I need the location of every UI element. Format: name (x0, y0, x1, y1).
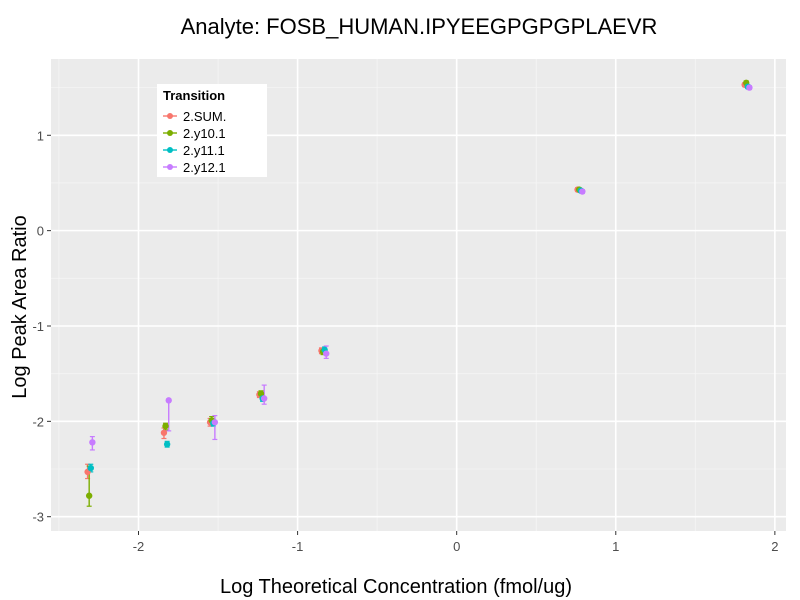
minor-gridlines (51, 59, 786, 531)
legend-key-point (167, 164, 173, 170)
legend: Transition 2.SUM. 2.y10.1 2.y11.1 2.y12.1 (157, 84, 267, 177)
data-marks (84, 79, 753, 507)
y-tick-label: -2 (32, 414, 44, 429)
y-tick-label: -3 (32, 510, 44, 525)
legend-label: 2.y12.1 (183, 160, 226, 175)
y-tick-label: -1 (32, 319, 44, 334)
x-tick-label: -1 (292, 539, 304, 554)
x-tick-label: 1 (612, 539, 619, 554)
x-tick-label: 0 (453, 539, 460, 554)
x-axis-label: Log Theoretical Concentration (fmol/ug) (220, 576, 572, 598)
data-point (89, 439, 96, 446)
legend-key-point (167, 130, 173, 136)
y-tick-label: 0 (37, 224, 44, 239)
legend-label: 2.y10.1 (183, 126, 226, 141)
data-point (87, 464, 94, 472)
chart-title: Analyte: FOSB_HUMAN.IPYEEGPGPGPLAEVR (181, 14, 658, 39)
y-axis-ticks: -3 -2 -1 0 1 (32, 128, 51, 525)
legend-title: Transition (163, 88, 225, 103)
data-point (160, 429, 168, 436)
data-point (85, 492, 93, 499)
major-gridlines (51, 59, 786, 531)
data-point (163, 441, 171, 448)
data-point (165, 397, 172, 404)
data-point (260, 395, 268, 402)
legend-label: 2.y11.1 (183, 143, 225, 158)
data-point (579, 188, 586, 195)
x-tick-label: -2 (133, 539, 145, 554)
legend-label: 2.SUM. (183, 109, 226, 124)
data-point (211, 419, 219, 426)
y-tick-label: 1 (37, 128, 44, 143)
data-point (746, 84, 753, 91)
x-axis-ticks: -2 -1 0 1 2 (133, 531, 778, 554)
legend-background (157, 84, 267, 177)
x-tick-label: 2 (771, 539, 778, 554)
legend-key-point (167, 113, 173, 119)
data-point (323, 350, 330, 357)
y-axis-label: Log Peak Area Ratio (9, 215, 31, 398)
data-point (162, 422, 169, 430)
legend-key-point (167, 147, 173, 153)
legend-items: 2.SUM. 2.y10.1 2.y11.1 2.y12.1 (163, 109, 226, 175)
